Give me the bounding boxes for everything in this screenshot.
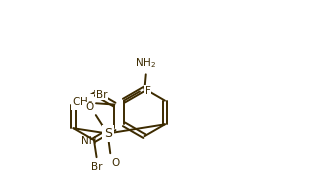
Text: NH: NH	[81, 136, 97, 146]
Text: Br: Br	[91, 162, 102, 172]
Text: NH$_2$: NH$_2$	[135, 56, 156, 70]
Text: O: O	[85, 103, 93, 113]
Text: S: S	[104, 127, 112, 140]
Text: O: O	[112, 158, 120, 168]
Text: F: F	[145, 86, 150, 96]
Text: Br: Br	[96, 90, 108, 100]
Text: CH$_3$: CH$_3$	[72, 95, 93, 109]
